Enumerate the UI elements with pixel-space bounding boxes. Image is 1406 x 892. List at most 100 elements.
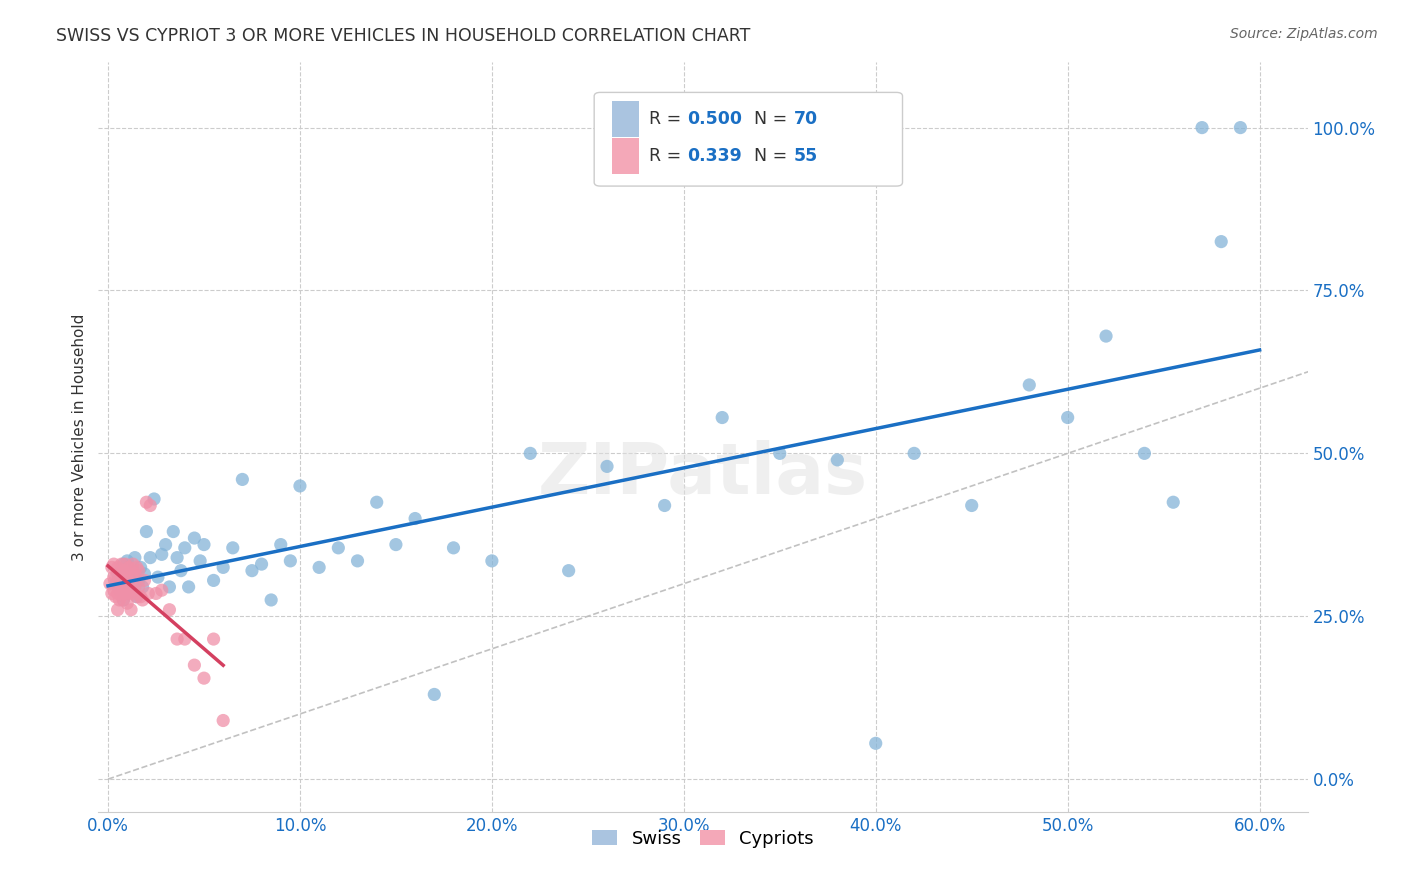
Point [112, 580, 135, 594]
Point [328, 541, 350, 555]
Point [107, 603, 129, 617]
Point [222, 541, 245, 555]
Point [128, 580, 150, 594]
Point [129, 560, 152, 574]
Text: R =: R = [648, 110, 686, 128]
Point [124, 580, 146, 594]
Point [124, 550, 146, 565]
Point [108, 583, 131, 598]
Point [104, 576, 127, 591]
Point [346, 554, 368, 568]
Point [1211, 235, 1233, 249]
Point [240, 564, 263, 578]
Point [115, 554, 138, 568]
Point [110, 586, 132, 600]
Point [110, 580, 132, 594]
Point [827, 453, 849, 467]
Point [1095, 329, 1118, 343]
Point [120, 583, 142, 598]
Legend: Swiss, Cypriots: Swiss, Cypriots [585, 822, 821, 855]
Point [101, 586, 124, 600]
Point [131, 593, 153, 607]
Point [166, 550, 188, 565]
Point [110, 574, 132, 588]
Point [250, 557, 273, 571]
Point [557, 564, 579, 578]
Point [146, 570, 169, 584]
Point [136, 586, 159, 600]
Text: 0.500: 0.500 [688, 110, 742, 128]
Point [202, 632, 225, 646]
Point [118, 586, 141, 600]
Point [129, 590, 152, 604]
Point [128, 564, 150, 578]
Point [115, 583, 138, 598]
Point [212, 714, 235, 728]
Point [101, 560, 124, 574]
Text: N =: N = [754, 147, 793, 165]
Point [139, 499, 162, 513]
Point [114, 557, 136, 571]
Point [1229, 120, 1251, 135]
Point [443, 541, 465, 555]
Point [654, 499, 676, 513]
Point [145, 586, 167, 600]
Point [903, 446, 925, 460]
Point [139, 550, 162, 565]
Point [98, 576, 121, 591]
Point [122, 564, 145, 578]
Point [423, 688, 446, 702]
Point [112, 593, 135, 607]
Point [280, 554, 302, 568]
Point [960, 499, 983, 513]
Point [143, 491, 166, 506]
Y-axis label: 3 or more Vehicles in Household: 3 or more Vehicles in Household [72, 313, 87, 561]
Point [110, 566, 132, 581]
Point [103, 583, 125, 598]
Point [155, 538, 177, 552]
Point [1018, 378, 1040, 392]
Point [120, 583, 142, 598]
Point [162, 524, 184, 539]
Point [170, 564, 193, 578]
Point [112, 557, 135, 571]
Point [177, 580, 200, 594]
Point [108, 593, 131, 607]
Point [159, 580, 181, 594]
Point [122, 586, 145, 600]
Point [159, 603, 181, 617]
FancyBboxPatch shape [613, 101, 638, 136]
Point [122, 557, 145, 571]
Point [114, 570, 136, 584]
Point [212, 560, 235, 574]
Point [124, 566, 146, 581]
Point [108, 570, 131, 584]
Point [150, 583, 173, 598]
Point [122, 570, 145, 584]
Point [166, 632, 188, 646]
Point [188, 554, 211, 568]
Text: R =: R = [648, 147, 686, 165]
Point [183, 658, 205, 673]
Point [120, 603, 142, 617]
Point [134, 566, 156, 581]
Point [385, 538, 408, 552]
Text: ZIPatlas: ZIPatlas [538, 440, 868, 509]
Point [112, 593, 135, 607]
Text: Source: ZipAtlas.com: Source: ZipAtlas.com [1230, 27, 1378, 41]
Point [131, 580, 153, 594]
Point [103, 557, 125, 571]
Point [183, 531, 205, 545]
Point [114, 570, 136, 584]
FancyBboxPatch shape [613, 138, 638, 174]
Point [270, 538, 292, 552]
FancyBboxPatch shape [595, 93, 903, 186]
Point [150, 547, 173, 561]
Point [104, 570, 127, 584]
Point [769, 446, 792, 460]
Point [103, 570, 125, 584]
Point [193, 671, 215, 685]
Point [193, 538, 215, 552]
Point [202, 574, 225, 588]
Point [308, 560, 330, 574]
